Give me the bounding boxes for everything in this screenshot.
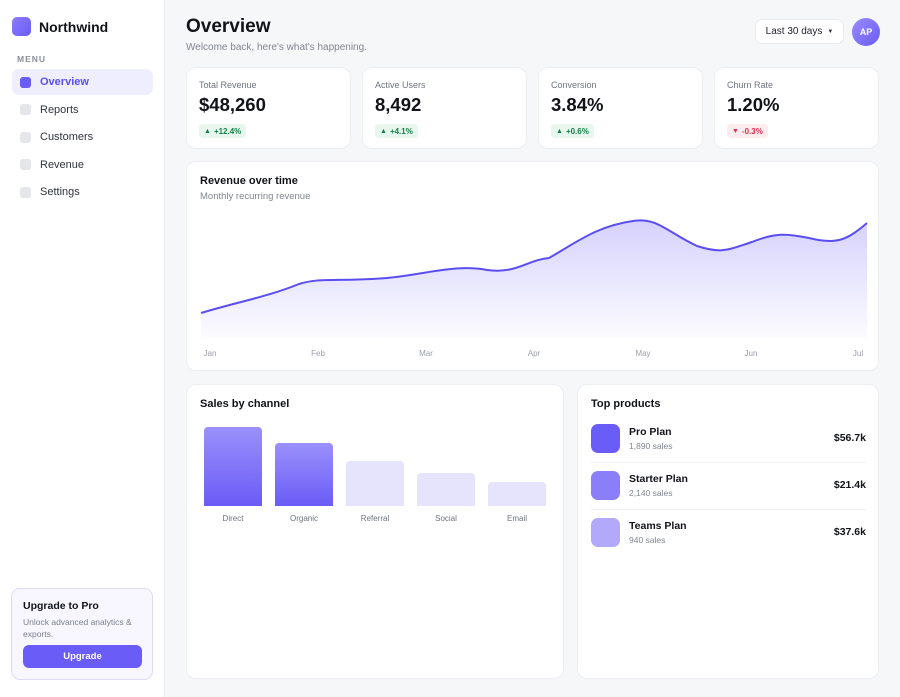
revenue-chart-card: Revenue over time Monthly recurring reve… [186,161,879,371]
arrow-down-icon: ▼ [732,127,739,135]
kpi-card-churn-rate: Churn Rate 1.20% ▼ -0.3% [714,67,879,149]
revenue-area-chart [200,219,868,338]
sidebar: Northwind MENU Overview Reports Customer… [0,0,165,697]
kpi-label: Churn Rate [727,80,774,90]
brand-name: Northwind [39,18,109,35]
settings-icon [20,186,31,198]
revenue-icon [20,159,31,170]
kpi-label: Total Revenue [199,80,257,90]
kpi-delta-badge: ▲ +0.6% [551,124,594,138]
sidebar-item-settings[interactable]: Settings [12,179,153,205]
sales-by-channel-card: Sales by channel Direct Organic Referral… [186,384,564,679]
kpi-card-conversion: Conversion 3.84% ▲ +0.6% [538,67,703,149]
chart-title: Revenue over time [200,175,298,187]
sidebar-item-reports[interactable]: Reports [12,97,153,123]
product-sales: 940 sales [629,535,666,545]
revenue-area-fill [201,220,867,338]
sidebar-item-revenue[interactable]: Revenue [12,152,153,178]
upgrade-button[interactable]: Upgrade [23,645,142,668]
kpi-delta: +0.6% [565,126,589,136]
x-axis-label: May [635,349,651,358]
x-axis-label: Feb [311,349,325,358]
bar-label: Social [435,514,457,523]
product-icon [591,518,620,547]
card-title: Top products [591,398,661,410]
date-range-select[interactable]: Last 30 days ▼ [755,19,844,44]
kpi-value: 1.20% [727,94,780,115]
overview-icon [20,76,31,88]
revenue-line [200,219,868,314]
upgrade-description: Unlock advanced analytics & exports. [23,617,132,639]
arrow-up-icon: ▲ [556,127,563,135]
kpi-card-total-revenue: Total Revenue $48,260 ▲ +12.4% [186,67,351,149]
x-axis-label: Mar [419,349,433,358]
product-row-pro-plan[interactable]: Pro Plan 1,890 sales $56.7k [591,424,866,471]
product-name: Teams Plan [629,520,687,532]
sidebar-nav: Overview Reports Customers Revenue Setti… [12,69,153,207]
chart-title: Sales by channel [200,398,290,410]
page-title: Overview [186,16,271,37]
bar-label: Email [506,514,528,523]
reports-icon [20,104,31,115]
top-products-card: Top products Pro Plan 1,890 sales $56.7k… [577,384,879,679]
sidebar-item-label: Revenue [40,158,85,171]
bar-label: Organic [289,514,319,523]
brand[interactable]: Northwind [12,17,108,36]
kpi-value: 8,492 [375,94,422,115]
chevron-down-icon: ▼ [827,28,834,35]
product-revenue: $56.7k [833,432,866,444]
sidebar-item-customers[interactable]: Customers [12,124,153,150]
sidebar-item-label: Reports [40,103,79,116]
kpi-label: Active Users [375,80,426,90]
page-subtitle: Welcome back, here's what's happening. [186,42,367,53]
kpi-delta: +12.4% [213,126,242,136]
sidebar-item-label: Settings [40,186,80,198]
x-axis-label: Apr [527,349,541,358]
logo-icon [12,17,31,36]
sidebar-item-label: Overview [40,76,89,88]
arrow-up-icon: ▲ [380,127,387,135]
customers-icon [20,131,31,143]
bar-referral [346,461,404,506]
product-name: Starter Plan [629,473,688,485]
upgrade-title: Upgrade to Pro [23,600,99,612]
product-row-starter-plan[interactable]: Starter Plan 2,140 sales $21.4k [591,471,866,518]
bar-direct [204,427,262,506]
product-name: Pro Plan [629,426,672,438]
sidebar-item-label: Customers [40,131,94,143]
bar-label: Referral [360,514,390,523]
kpi-value: 3.84% [551,94,604,115]
product-icon [591,424,620,453]
kpi-value: $48,260 [199,94,266,115]
bar-email [488,482,546,506]
menu-label: MENU [17,54,47,64]
bar-social [417,473,475,506]
kpi-delta: -0.3% [741,126,763,136]
x-axis-label: Jun [744,349,758,358]
product-icon [591,471,620,500]
product-sales: 1,890 sales [629,441,673,451]
chart-subtitle: Monthly recurring revenue [200,191,311,202]
x-axis-label: Jan [203,349,217,358]
sidebar-item-overview[interactable]: Overview [12,69,153,95]
x-axis-label: Jul [852,349,864,358]
kpi-delta-badge: ▲ +12.4% [199,124,247,138]
upgrade-card: Upgrade to Pro Unlock advanced analytics… [11,588,153,680]
bar-organic [275,443,333,506]
kpi-card-active-users: Active Users 8,492 ▲ +4.1% [362,67,527,149]
product-revenue: $37.6k [833,526,866,538]
kpi-delta: +4.1% [389,126,413,136]
avatar[interactable]: AP [852,18,880,46]
product-revenue: $21.4k [833,479,866,491]
divider [591,509,866,510]
arrow-up-icon: ▲ [204,127,211,135]
product-sales: 2,140 sales [629,488,673,498]
divider [591,462,866,463]
kpi-delta-badge: ▼ -0.3% [727,124,768,138]
date-range-value: Last 30 days [765,26,823,37]
product-row-teams-plan[interactable]: Teams Plan 940 sales $37.6k [591,518,866,565]
kpi-label: Conversion [551,80,597,90]
kpi-delta-badge: ▲ +4.1% [375,124,418,138]
bar-label: Direct [222,514,244,523]
